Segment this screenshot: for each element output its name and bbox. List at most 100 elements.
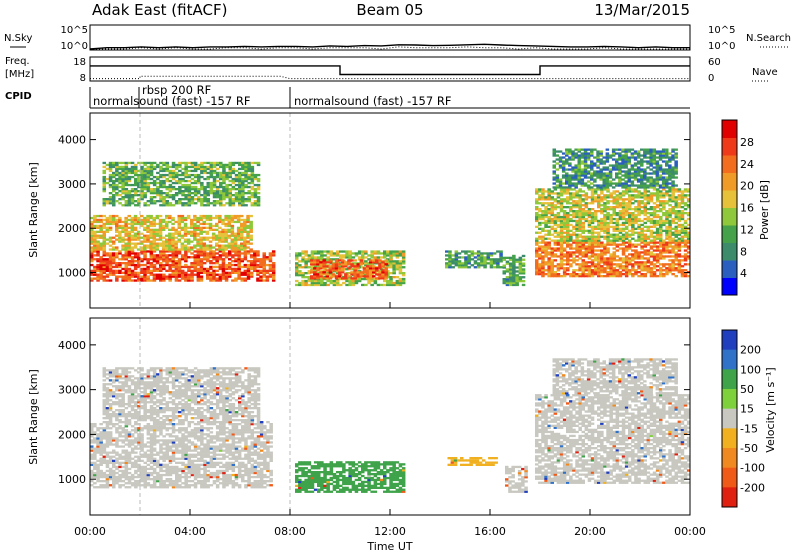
cpid-entry-normal-2: normalsound (fast) -157 RF: [294, 94, 451, 108]
freq-frame: [89, 56, 691, 82]
nsky-right-tick-bottom: 10^0: [708, 41, 735, 52]
freq-panel: Freq. [MHz] 18 8 60 0 Nave: [5, 56, 778, 84]
velocity-region-5: [535, 394, 691, 484]
velocity-region-3: [447, 457, 498, 466]
time-xticks: 00:00 04:00 08:00 12:00 16:00 20:00 00:00: [74, 302, 706, 538]
power-colorbar-tick: 12: [740, 223, 754, 236]
power-colorbar-segment: [722, 277, 737, 296]
power-region-1: [90, 214, 253, 251]
time-xtick-label: 08:00: [274, 525, 306, 538]
nsky-series-line: [89, 43, 690, 50]
power-colorbar-border: [721, 119, 738, 296]
velocity-region-1: [102, 367, 261, 422]
velocity-ytick-label: 1000: [58, 473, 86, 486]
cpid-entry-normal-1: normalsound (fast) -157 RF: [93, 94, 250, 108]
velocity-colorbar-border: [721, 329, 738, 508]
time-xtick-label: 04:00: [174, 525, 206, 538]
power-colorbar-label: Power [dB]: [758, 180, 771, 240]
nsearch-series-line: [90, 46, 690, 50]
velocity-region-0: [90, 421, 273, 489]
date-title: 13/Mar/2015: [594, 1, 690, 19]
power-region-7: [535, 241, 691, 278]
power-ytick-label: 1000: [58, 267, 86, 280]
time-xtick-label: 12:00: [374, 525, 406, 538]
velocity-colorbar-segment: [722, 448, 737, 469]
freq-series-line: [90, 65, 690, 76]
freq-right-tick-bottom: 0: [708, 73, 714, 84]
power-colorbar-segment: [722, 225, 737, 243]
freq-label-line1: Freq.: [5, 56, 30, 67]
power-panel: 1000 2000 3000 4000 Slant Range [km] 4 8 12 16…: [27, 112, 771, 309]
power-colorbar-tick: 24: [740, 158, 754, 171]
power-colorbar-tick: 4: [740, 267, 747, 280]
time-xlabel: Time UT: [366, 540, 412, 553]
velocity-yticks: 1000 2000 3000 4000: [58, 339, 690, 486]
power-colorbar-segment: [722, 207, 737, 226]
power-colorbar-segment: [722, 190, 737, 208]
nsky-right-tick-top: 10^5: [708, 25, 735, 36]
velocity-colorbar-segment: [722, 408, 737, 429]
velocity-colorbar-segment: [722, 487, 737, 508]
velocity-colorbar-tick: 15: [740, 403, 754, 416]
beam-title: Beam 05: [356, 1, 423, 19]
freq-right-tick-top: 60: [708, 57, 721, 68]
power-region-2: [102, 161, 261, 207]
velocity-colorbar-label: Velocity [m s⁻¹]: [764, 367, 777, 452]
velocity-region-4: [505, 465, 528, 493]
power-colorbar-segment: [722, 260, 737, 278]
nsky-frame: [89, 24, 691, 51]
velocity-region-6: [552, 358, 678, 395]
velocity-colorbar-segment: [722, 467, 737, 488]
time-xtick-label: 00:00: [674, 525, 706, 538]
power-region-9: [552, 148, 678, 189]
power-colorbar-segment: [722, 155, 737, 173]
velocity-ytick-label: 3000: [58, 384, 86, 397]
nsky-panel: N.Sky 10^5 10^0 10^5 10^0 N.Search: [4, 24, 791, 52]
power-region-5: [445, 250, 503, 269]
power-colorbar-tick: 16: [740, 202, 754, 215]
velocity-colorbar-tick: 100: [740, 363, 761, 376]
freq-left-tick-top: 18: [73, 57, 86, 68]
time-xtick-label: 00:00: [74, 525, 106, 538]
velocity-ytick-label: 2000: [58, 428, 86, 441]
velocity-colorbar-segment: [722, 389, 737, 410]
radar-title: Adak East (fitACF): [92, 1, 227, 19]
power-colorbar-segment: [722, 172, 737, 191]
power-colorbar-tick: 20: [740, 180, 754, 193]
cpid-panel: CPID normalsound (fast) -157 RF rbsp 200…: [5, 83, 690, 109]
power-ylabel: Slant Range [km]: [27, 162, 40, 258]
velocity-colorbar-tick: 200: [740, 344, 761, 357]
nave-series-line: [90, 75, 690, 80]
power-colorbar-tick: 8: [740, 245, 747, 258]
cpid-entry-rbsp: rbsp 200 RF: [142, 83, 211, 97]
power-colorbar: 4 8 12 16 20 24 28: [721, 119, 754, 296]
velocity-data: [90, 358, 691, 493]
power-yticks: 1000 2000 3000 4000: [58, 134, 690, 280]
power-region-4: [310, 259, 388, 280]
power-ytick-label: 4000: [58, 134, 86, 147]
power-colorbar-segment: [722, 120, 737, 138]
velocity-colorbar-segment: [722, 349, 737, 370]
power-colorbar-segment: [722, 242, 737, 261]
velocity-colorbar-segment: [722, 330, 737, 351]
velocity-colorbar-tick: -200: [740, 481, 765, 494]
velocity-colorbar-segment: [722, 428, 737, 449]
velocity-ytick-label: 4000: [58, 339, 86, 352]
nave-label: Nave: [752, 67, 778, 78]
freq-left-tick-bottom: 8: [80, 73, 86, 84]
power-region-0: [90, 250, 276, 282]
velocity-colorbar-tick: -100: [740, 462, 765, 475]
time-xtick-label: 20:00: [574, 525, 606, 538]
velocity-region-2: [295, 461, 406, 493]
velocity-colorbar-tick: 50: [740, 383, 754, 396]
nsky-left-tick-bottom: 10^0: [61, 41, 88, 52]
power-region-8: [535, 188, 691, 242]
freq-label-line2: [MHz]: [5, 69, 34, 80]
nsky-right-label: N.Search: [746, 33, 791, 44]
power-data: [90, 148, 691, 287]
time-xtick-label: 16:00: [474, 525, 506, 538]
velocity-colorbar-tick: -15: [740, 422, 758, 435]
velocity-colorbar-segment: [722, 369, 737, 390]
velocity-colorbar: 200 100 50 15 -15 -50 -100 -200: [721, 329, 765, 508]
